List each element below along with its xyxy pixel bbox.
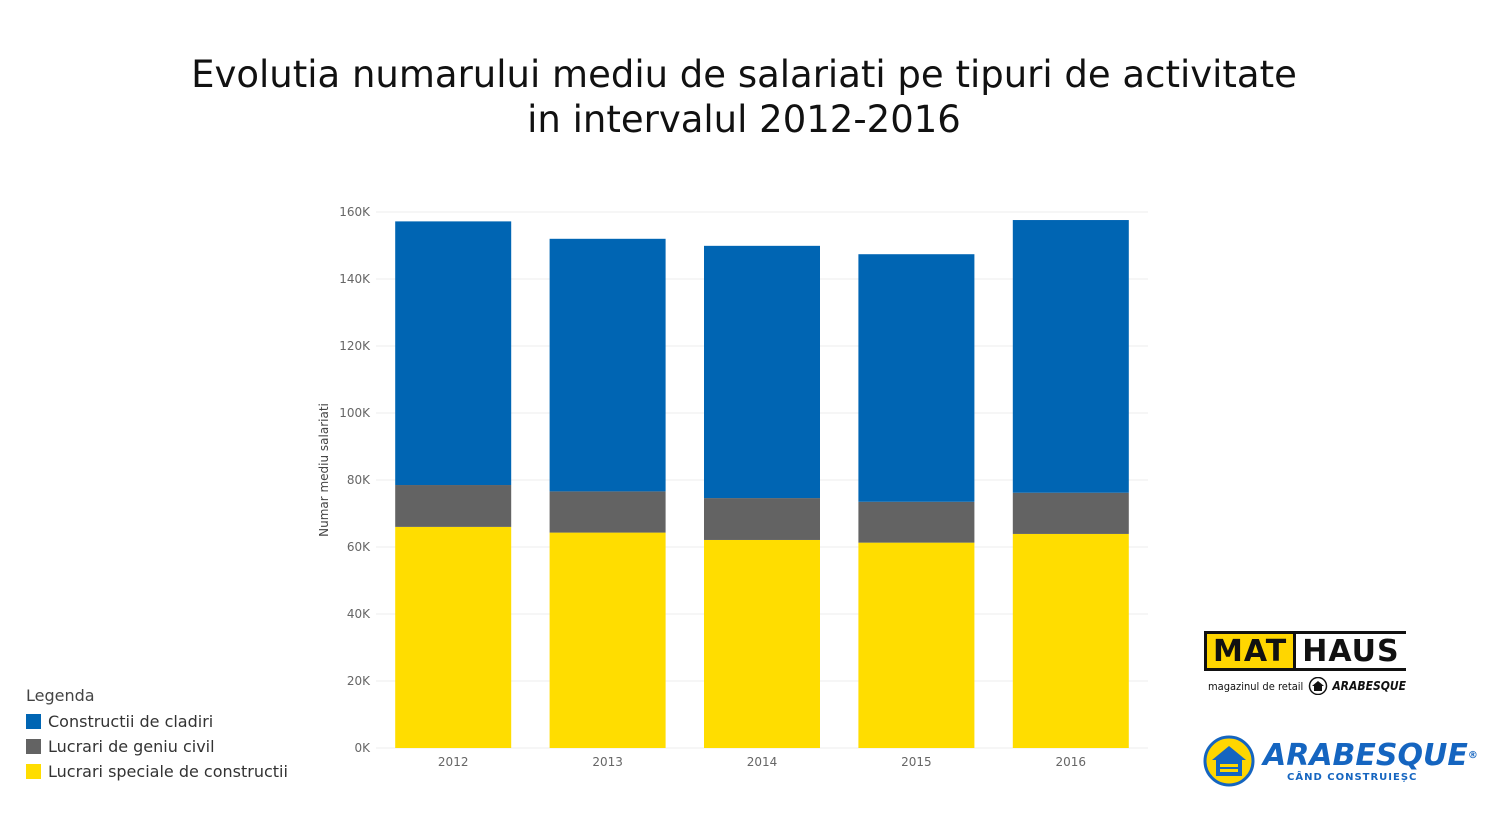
bar-segment[interactable]	[1012, 220, 1129, 493]
chart-title-line1: Evolutia numarului mediu de salariati pe…	[191, 53, 1297, 96]
mathaus-subtitle: magazinul de retail ARABESQUE	[1204, 677, 1406, 695]
arabesque-wordmark: ARABESQUE® CÂND CONSTRUIEȘC	[1263, 737, 1478, 783]
bar-segment[interactable]	[704, 498, 820, 540]
bar-segment[interactable]	[858, 542, 975, 748]
bar-segment[interactable]	[858, 254, 975, 502]
y-tick-label: 100K	[339, 406, 371, 420]
legend-swatch	[26, 714, 41, 729]
bar-segment[interactable]	[395, 221, 512, 486]
bar-segment[interactable]	[395, 485, 512, 527]
arabesque-house-icon	[1203, 735, 1255, 787]
x-tick-label: 2015	[901, 755, 932, 769]
y-tick-label: 0K	[354, 741, 371, 755]
x-tick-label: 2012	[438, 755, 469, 769]
arabesque-logo: ARABESQUE® CÂND CONSTRUIEȘC	[1203, 735, 1478, 787]
y-tick-label: 160K	[339, 205, 371, 219]
bar-segment[interactable]	[549, 238, 666, 492]
bar-segment[interactable]	[704, 539, 820, 748]
arabesque-tagline: CÂND CONSTRUIEȘC	[1287, 771, 1418, 783]
legend-item-lucrari-speciale[interactable]: Lucrari speciale de constructii	[26, 759, 288, 784]
y-tick-label: 120K	[339, 339, 371, 353]
legend-label: Lucrari de geniu civil	[48, 737, 215, 756]
bar-segment[interactable]	[549, 532, 666, 748]
x-tick-label: 2016	[1056, 755, 1087, 769]
x-tick-label: 2014	[747, 755, 778, 769]
bar-segment[interactable]	[858, 501, 975, 543]
legend-swatch	[26, 764, 41, 779]
bar-segment[interactable]	[1012, 533, 1129, 748]
mathaus-sub-text: magazinul de retail	[1208, 679, 1304, 693]
mathaus-mat: MAT	[1207, 634, 1294, 669]
mathaus-brand: ARABESQUE	[1332, 679, 1407, 693]
bar-segment[interactable]	[704, 245, 820, 499]
x-tick-label: 2013	[592, 755, 623, 769]
y-tick-label: 60K	[347, 540, 371, 554]
y-tick-label: 80K	[347, 473, 371, 487]
legend-item-geniu-civil[interactable]: Lucrari de geniu civil	[26, 734, 288, 759]
bars	[395, 220, 1129, 748]
y-tick-label: 40K	[347, 607, 371, 621]
chart-title: Evolutia numarului mediu de salariati pe…	[0, 52, 1488, 142]
registered-icon: ®	[1467, 749, 1478, 761]
arabesque-name: ARABESQUE	[1263, 737, 1468, 773]
axis-labels: 0K 20K 40K 60K 80K 100K 120K 140K 160K Numar medi…	[317, 205, 1086, 769]
legend: Legenda Constructii de cladiri Lucrari d…	[26, 686, 288, 784]
legend-item-constructii[interactable]: Constructii de cladiri	[26, 709, 288, 734]
y-axis-title: Numar mediu salariati	[317, 403, 331, 537]
bar-segment[interactable]	[395, 526, 512, 748]
mathaus-wordmark: MAT HAUS	[1204, 631, 1406, 671]
legend-swatch	[26, 739, 41, 754]
y-tick-label: 20K	[347, 674, 371, 688]
legend-label: Constructii de cladiri	[48, 712, 214, 731]
legend-title: Legenda	[26, 686, 95, 705]
mathaus-haus: HAUS	[1293, 634, 1406, 669]
bar-segment[interactable]	[1012, 492, 1129, 534]
mathaus-logo: MAT HAUS magazinul de retail ARABESQUE	[1204, 631, 1406, 695]
bar-segment[interactable]	[549, 491, 666, 533]
y-tick-label: 140K	[339, 272, 371, 286]
legend-label: Lucrari speciale de constructii	[48, 762, 288, 781]
chart-title-line2: in intervalul 2012-2016	[527, 98, 961, 141]
house-icon	[1309, 677, 1328, 695]
